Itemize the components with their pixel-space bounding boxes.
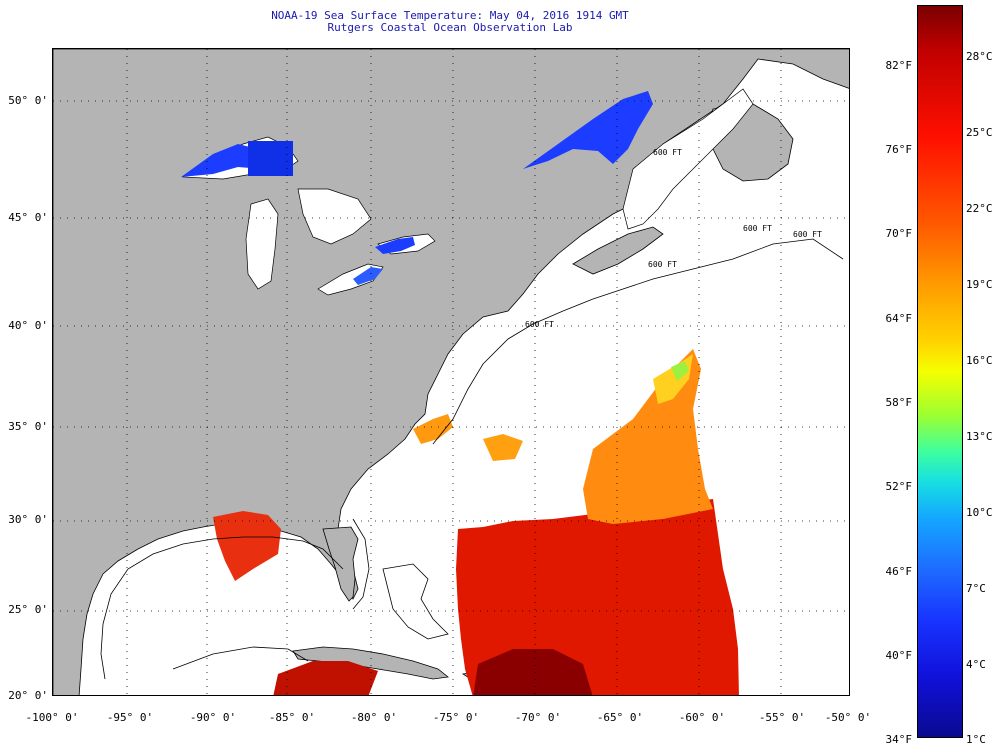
sst-cold-huron bbox=[375, 237, 415, 254]
graticule bbox=[53, 49, 849, 695]
map-subtitle: Rutgers Coastal Ocean Observation Lab bbox=[327, 21, 573, 34]
depth-contour-gulf bbox=[100, 536, 344, 680]
colorbar-f-40: 40°F bbox=[885, 649, 913, 662]
lon-label-80: -80° 0' bbox=[350, 711, 398, 724]
colorbar-c-13: 13°C bbox=[966, 430, 993, 443]
temperature-colorbar bbox=[917, 5, 963, 738]
lake-huron bbox=[297, 188, 372, 245]
lat-label-25: 25° 0' bbox=[8, 603, 48, 616]
sst-mild-nc-coast bbox=[413, 414, 453, 444]
lon-label-70: -70° 0' bbox=[514, 711, 562, 724]
depth-contour-florida bbox=[352, 518, 370, 610]
colorbar-c-16: 16°C bbox=[966, 354, 993, 367]
colorbar-f-52: 52°F bbox=[885, 480, 913, 493]
depth-contour-shelf bbox=[432, 238, 844, 445]
florida-peninsula bbox=[322, 526, 359, 602]
contour-label-2: 600 FT bbox=[793, 230, 822, 239]
lon-label-50: -50° 0' bbox=[824, 711, 872, 724]
colorbar-c-4: 4°C bbox=[966, 658, 986, 671]
sst-cold-erie bbox=[353, 267, 383, 285]
lake-michigan bbox=[245, 198, 279, 290]
sst-map-canvas: 600 FT 600 FT 600 FT 600 FT 600 FT bbox=[53, 49, 849, 695]
colorbar-f-46: 46°F bbox=[885, 565, 913, 578]
lon-label-55: -55° 0' bbox=[758, 711, 806, 724]
sst-warm-atlantic bbox=[456, 499, 739, 695]
depth-contour-caribbean bbox=[172, 646, 309, 670]
depth-contour-bahamas bbox=[382, 563, 449, 640]
lon-label-65: -65° 0' bbox=[596, 711, 644, 724]
sst-cold-superior-east bbox=[248, 141, 293, 176]
colorbar-f-64: 64°F bbox=[885, 312, 913, 325]
lat-label-35: 35° 0' bbox=[8, 420, 48, 433]
sst-map: 600 FT 600 FT 600 FT 600 FT 600 FT bbox=[52, 48, 850, 696]
contour-label-3: 600 FT bbox=[653, 148, 682, 157]
sst-mild-gulfstream bbox=[483, 434, 523, 461]
sst-green-patches bbox=[671, 361, 689, 381]
colorbar-c-19: 19°C bbox=[966, 278, 993, 291]
colorbar-c-25: 25°C bbox=[966, 126, 993, 139]
colorbar-f-70: 70°F bbox=[885, 227, 913, 240]
lat-label-45: 45° 0' bbox=[8, 211, 48, 224]
colorbar-f-76: 76°F bbox=[885, 143, 913, 156]
colorbar-f-58: 58°F bbox=[885, 396, 913, 409]
contour-label-1: 600 FT bbox=[743, 224, 772, 233]
lat-label-20: 20° 0' bbox=[8, 689, 48, 702]
colorbar-c-22: 22°C bbox=[966, 202, 993, 215]
lon-label-60: -60° 0' bbox=[678, 711, 726, 724]
lat-label-50: 50° 0' bbox=[8, 94, 48, 107]
colorbar-c-1: 1°C bbox=[966, 733, 986, 746]
lon-label-100: -100° 0' bbox=[25, 711, 79, 724]
lon-label-95: -95° 0' bbox=[106, 711, 154, 724]
nova-scotia-land bbox=[572, 226, 664, 275]
sst-mild-atlantic bbox=[583, 349, 713, 524]
sst-cold-st-lawrence bbox=[523, 91, 653, 169]
lon-label-85: -85° 0' bbox=[268, 711, 316, 724]
gulf-st-lawrence bbox=[622, 88, 754, 230]
contour-label-4: 600 FT bbox=[648, 260, 677, 269]
colorbar-f-82: 82°F bbox=[885, 59, 913, 72]
sst-hot-caribbean bbox=[473, 649, 593, 695]
lat-label-30: 30° 0' bbox=[8, 513, 48, 526]
lat-label-40: 40° 0' bbox=[8, 319, 48, 332]
colorbar-c-10: 10°C bbox=[966, 506, 993, 519]
map-title: NOAA-19 Sea Surface Temperature: May 04,… bbox=[271, 9, 629, 22]
colorbar-f-34: 34°F bbox=[885, 733, 913, 746]
colorbar-c-28: 28°C bbox=[966, 50, 993, 63]
lon-label-75: -75° 0' bbox=[432, 711, 480, 724]
lon-label-90: -90° 0' bbox=[189, 711, 237, 724]
contour-label-5: 600 FT bbox=[525, 320, 554, 329]
sst-warm-gulf bbox=[213, 511, 281, 581]
sst-warm-caribbean-west bbox=[273, 661, 378, 695]
colorbar-c-7: 7°C bbox=[966, 582, 986, 595]
